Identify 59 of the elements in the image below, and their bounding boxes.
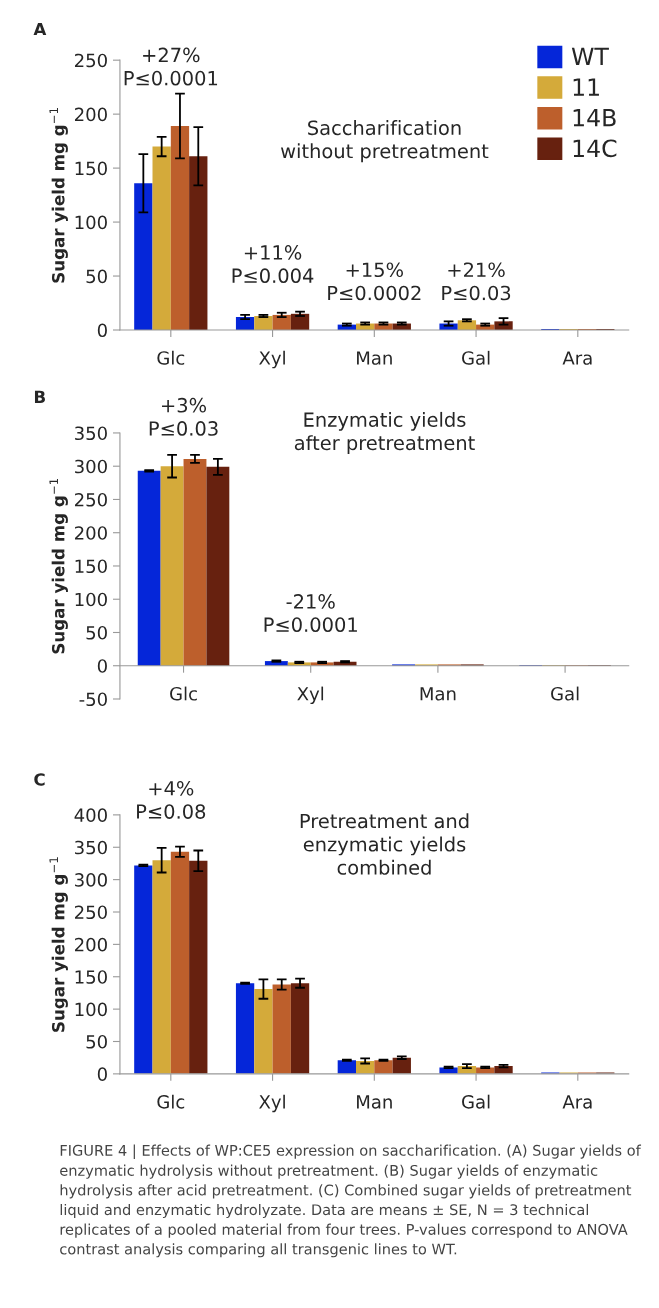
y-tick-label: 100 <box>75 592 107 607</box>
annotation: +27% P≤0.0001 <box>124 47 218 86</box>
y-tick-label: 350 <box>75 840 107 855</box>
y-tick-label: 0 <box>97 323 107 338</box>
caption: FIGURE 4 | Effects of WP:CE5 expression on saccharification. (A) Sugar yields of enzymatic hydrolysis without pretreatment. (B) Sugar yields of enzymatic hydrolysis after acid pretreatment. (C) Combined sugar yields of pretreatment liquid and enzymatic hydrolyzate. Data are means ± SE, N = 3 technical replicates of a pooled material from four trees. P-values correspond to ANOVA contrast analysis comparing all transgenic lines to WT. <box>60 1144 642 1258</box>
y-tick-label: 100 <box>75 1002 107 1017</box>
y-tick-label: 250 <box>74 53 107 68</box>
x-tick-label: Glc <box>157 1094 185 1109</box>
legend-label: 14C <box>573 139 617 158</box>
y-axis-title: Sugar yield mg g$^{−1}$ <box>49 108 68 283</box>
x-tick-label: Xyl <box>297 686 324 705</box>
annotation: Pretreatment and enzymatic yields combined <box>300 813 469 875</box>
x-tick-label: Xyl <box>259 350 285 369</box>
chart-title: C <box>34 773 45 786</box>
y-axis-title: Sugar yield mg g$^{−1}$ <box>49 478 68 654</box>
y-tick-label: 400 <box>74 808 107 822</box>
y-tick-label: 50 <box>86 625 107 640</box>
y-tick-label: 350 <box>75 426 107 441</box>
x-tick-label: Man <box>357 1095 392 1109</box>
y-tick-label: 50 <box>86 1034 107 1049</box>
y-tick-label: 250 <box>74 905 107 920</box>
annotation: +4% P≤0.08 <box>137 780 206 819</box>
x-tick-label: Ara <box>562 351 592 365</box>
chart-title: B <box>34 390 45 403</box>
x-tick-label: Xyl <box>259 1094 285 1113</box>
annotation: Saccharification without pretreatment <box>280 120 489 163</box>
x-tick-label: Man <box>357 351 392 365</box>
y-tick-label: 100 <box>75 215 107 230</box>
annotation: +15% P≤0.0002 <box>328 262 421 301</box>
y-tick-label: -50 <box>79 692 107 707</box>
x-tick-label: Gal <box>462 1094 490 1109</box>
y-tick-label: 200 <box>74 107 107 122</box>
x-tick-label: Gal <box>551 686 579 701</box>
legend-label: 14B <box>573 109 616 127</box>
x-tick-label: Gal <box>462 350 490 365</box>
y-tick-label: 0 <box>97 659 107 673</box>
y-tick-label: 50 <box>86 269 107 284</box>
y-tick-label: 150 <box>75 559 107 574</box>
y-axis-title: Sugar yield mg g$^{−1}$ <box>49 857 68 1032</box>
y-tick-label: 0 <box>97 1067 107 1081</box>
y-tick-label: 150 <box>75 161 107 176</box>
legend-label: 11 <box>573 78 599 96</box>
x-tick-label: Glc <box>170 686 197 701</box>
x-tick-label: Man <box>420 687 456 701</box>
annotation: +3% P≤0.03 <box>149 397 218 436</box>
y-tick-label: 300 <box>75 873 107 887</box>
annotation: +11% P≤0.004 <box>232 245 314 284</box>
chart-title: A <box>33 22 47 36</box>
y-tick-label: 200 <box>74 526 107 540</box>
y-tick-label: 150 <box>75 970 107 984</box>
x-tick-label: Glc <box>157 350 185 365</box>
annotation: +21% P≤0.03 <box>442 262 511 301</box>
annotation: Enzymatic yields after pretreatment <box>294 411 475 454</box>
y-tick-label: 250 <box>74 492 107 507</box>
annotation: -21% P≤0.0001 <box>264 594 357 633</box>
y-tick-label: 200 <box>74 937 107 952</box>
x-tick-label: Ara <box>562 1095 592 1109</box>
legend-label: WT <box>571 47 609 65</box>
y-tick-label: 300 <box>75 459 107 474</box>
